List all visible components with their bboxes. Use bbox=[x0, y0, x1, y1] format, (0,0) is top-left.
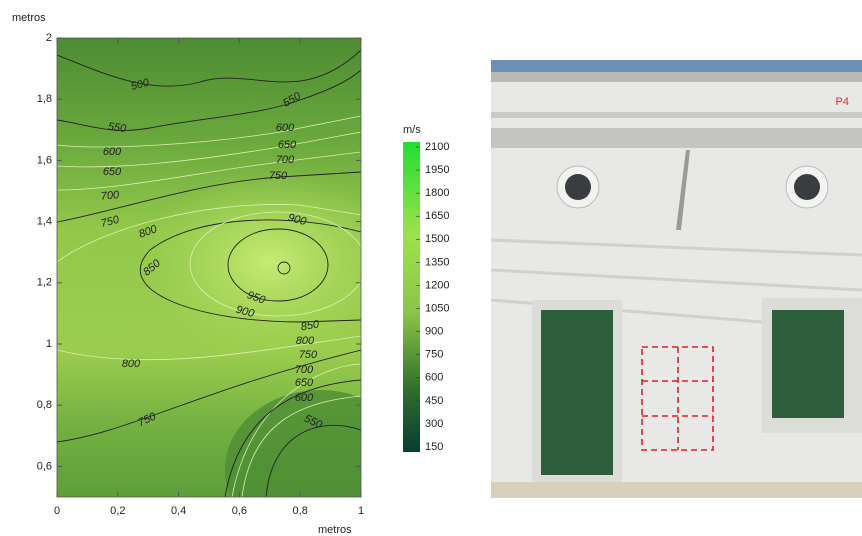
colorbar-tick-label: 600 bbox=[425, 372, 443, 384]
y-tick-label: 1,4 bbox=[37, 216, 52, 228]
x-axis-label: metros bbox=[318, 524, 352, 536]
y-tick-label: 0,8 bbox=[37, 399, 52, 411]
colorbar-tick-label: 900 bbox=[425, 326, 443, 338]
contour-label: 550 bbox=[107, 121, 128, 136]
contour-label: 800 bbox=[296, 335, 315, 347]
contour-label: 650 bbox=[278, 139, 297, 151]
colorbar-tick-label: 1800 bbox=[425, 187, 449, 199]
contour-label: 750 bbox=[100, 214, 122, 231]
colorbar-tick-label: 1200 bbox=[425, 279, 449, 291]
contour-label: 800 bbox=[122, 358, 141, 370]
contour-label: 600 bbox=[103, 146, 122, 158]
colorbar-tick-label: 1350 bbox=[425, 256, 449, 268]
contour-label: 700 bbox=[276, 154, 295, 166]
contour-label: 500 bbox=[130, 77, 152, 94]
colorbar-tick-label: 1050 bbox=[425, 302, 449, 314]
contour-label: 650 bbox=[103, 166, 122, 178]
colorbar-title: m/s bbox=[403, 124, 421, 136]
y-tick-label: 1 bbox=[46, 338, 52, 350]
colorbar-tick-label: 1650 bbox=[425, 210, 449, 222]
plot-frame bbox=[56, 37, 362, 498]
contour-label: 750 bbox=[299, 349, 318, 361]
y-tick-label: 0,6 bbox=[37, 460, 52, 472]
contour-label: 900 bbox=[235, 304, 257, 321]
colorbar-tick-label: 1950 bbox=[425, 164, 449, 176]
contour-label: 650 bbox=[295, 377, 314, 389]
y-axis-label: metros bbox=[12, 12, 46, 24]
y-tick-label: 1,2 bbox=[37, 277, 52, 289]
contour-label: 850 bbox=[300, 318, 321, 333]
y-tick-label: 1,8 bbox=[37, 93, 52, 105]
x-tick-label: 0,6 bbox=[232, 505, 247, 517]
photo: P4 bbox=[490, 60, 862, 498]
x-tick-label: 0,4 bbox=[171, 505, 186, 517]
colorbar-tick-label: 2100 bbox=[425, 141, 449, 153]
contour-label: 600 bbox=[276, 122, 295, 134]
x-tick-label: 0 bbox=[54, 505, 60, 517]
contour-label: 900 bbox=[287, 212, 309, 229]
x-tick-label: 0,2 bbox=[110, 505, 125, 517]
photo-label: P4 bbox=[836, 96, 849, 108]
colorbar bbox=[403, 142, 420, 452]
colorbar-tick-label: 150 bbox=[425, 441, 443, 453]
colorbar-tick-label: 450 bbox=[425, 395, 443, 407]
colorbar-tick-label: 750 bbox=[425, 349, 443, 361]
x-tick-label: 0,8 bbox=[293, 505, 308, 517]
y-tick-label: 1,6 bbox=[37, 154, 52, 166]
colorbar-tick-label: 1500 bbox=[425, 233, 449, 245]
x-tick-label: 1 bbox=[358, 505, 364, 517]
contour-label: 600 bbox=[295, 392, 314, 404]
contour-label: 700 bbox=[100, 189, 120, 203]
contour-field bbox=[57, 38, 361, 497]
y-tick-label: 2 bbox=[46, 32, 52, 44]
contour-label: 700 bbox=[295, 364, 314, 376]
contour-label: 750 bbox=[269, 170, 288, 182]
colorbar-tick-label: 300 bbox=[425, 418, 443, 430]
